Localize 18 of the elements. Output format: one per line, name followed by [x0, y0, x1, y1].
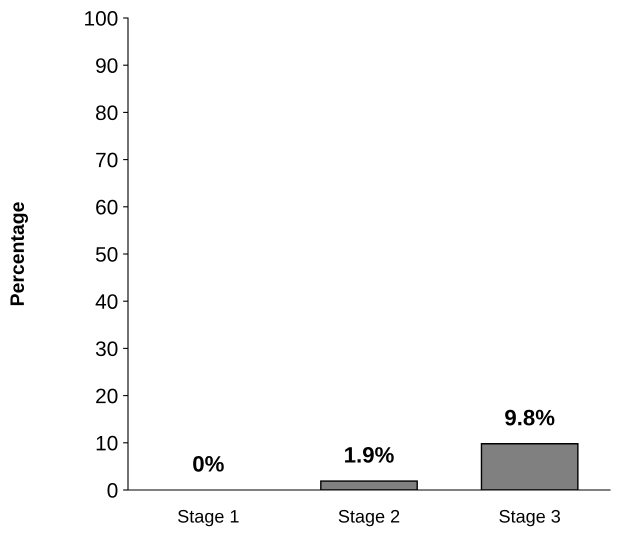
x-tick-label: Stage 3 [499, 510, 560, 526]
y-tick-label: 90 [96, 58, 118, 73]
y-axis-title: Percentage [10, 202, 28, 306]
y-tick-label: 40 [96, 294, 118, 309]
x-tick-label: Stage 2 [338, 510, 400, 526]
data-label: 1.9% [345, 447, 394, 463]
y-tick-label: 80 [96, 105, 118, 120]
y-tick-label: 100 [85, 11, 118, 26]
y-tick-label: 70 [96, 152, 118, 168]
y-tick-label: 30 [96, 341, 118, 356]
data-label: 0% [193, 456, 224, 472]
y-tick-label: 20 [96, 388, 118, 404]
y-tick-label: 50 [96, 247, 118, 262]
y-tick-label: 10 [96, 436, 118, 451]
y-tick-label: 0 [108, 483, 118, 498]
data-label: 9.8% [505, 410, 554, 426]
y-tick-label: 60 [96, 200, 118, 215]
x-tick-label: Stage 1 [178, 510, 239, 526]
